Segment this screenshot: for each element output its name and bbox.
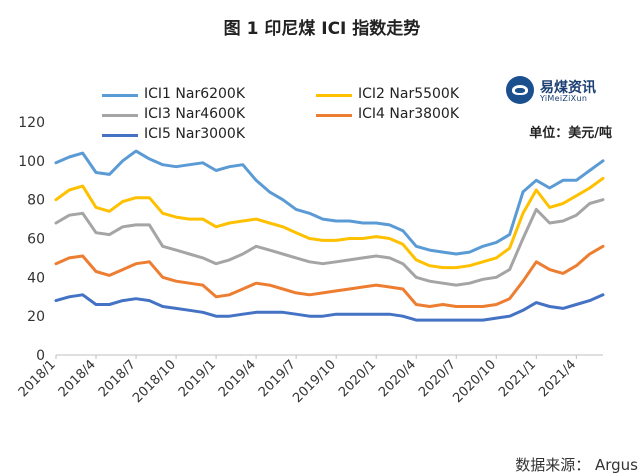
series-line	[54, 293, 605, 322]
x-tick-label: 2020/1	[336, 357, 379, 400]
y-tick-label: 60	[27, 232, 45, 248]
x-tick-label: 2019/4	[216, 357, 259, 400]
y-tick-label: 20	[27, 309, 45, 325]
x-tick-label: 2018/10	[130, 357, 179, 406]
x-tick-label: 2020/4	[376, 357, 419, 400]
brand-logo-icon	[506, 76, 534, 104]
legend-label: ICI5 Nar3000K	[144, 126, 246, 142]
x-tick-label: 2021/1	[496, 357, 539, 400]
x-tick-label: 2019/10	[290, 357, 339, 406]
unit-label: 单位：美元/吨	[529, 126, 612, 141]
legend-label: ICI2 Nar5500K	[358, 86, 460, 102]
brand-logo-name: 易煤资讯	[540, 80, 596, 96]
series-line	[54, 244, 605, 308]
y-tick-label: 100	[18, 154, 45, 170]
series-line	[54, 198, 605, 287]
legend-swatch	[102, 114, 138, 117]
chart-title: 图 1 印尼煤 ICI 指数走势	[223, 19, 421, 39]
x-tick-label: 2020/10	[450, 357, 499, 406]
x-tick-label: 2021/4	[536, 357, 579, 400]
y-tick-label: 80	[27, 193, 45, 209]
x-tick-label: 2018/4	[56, 357, 99, 400]
legend-swatch	[102, 134, 138, 137]
legend-swatch	[316, 114, 352, 117]
legend-label: ICI1 Nar6200K	[144, 86, 246, 102]
y-tick-label: 120	[18, 115, 45, 131]
brand-logo: 易煤资讯 YiMeiZiXun	[506, 76, 630, 106]
y-tick-label: 40	[27, 270, 45, 286]
series-line	[54, 149, 605, 256]
legend-swatch	[316, 94, 352, 97]
series-line	[54, 176, 605, 270]
legend-swatch	[102, 94, 138, 97]
series-lines	[54, 149, 605, 322]
legend-label: ICI4 Nar3800K	[358, 106, 460, 122]
legend-label: ICI3 Nar4600K	[144, 106, 246, 122]
source-label: 数据来源： Argus	[515, 456, 638, 474]
x-tick-label: 2019/1	[176, 357, 219, 400]
brand-logo-subname: YiMeiZiXun	[540, 94, 588, 103]
y-tick-label: 0	[36, 348, 45, 364]
